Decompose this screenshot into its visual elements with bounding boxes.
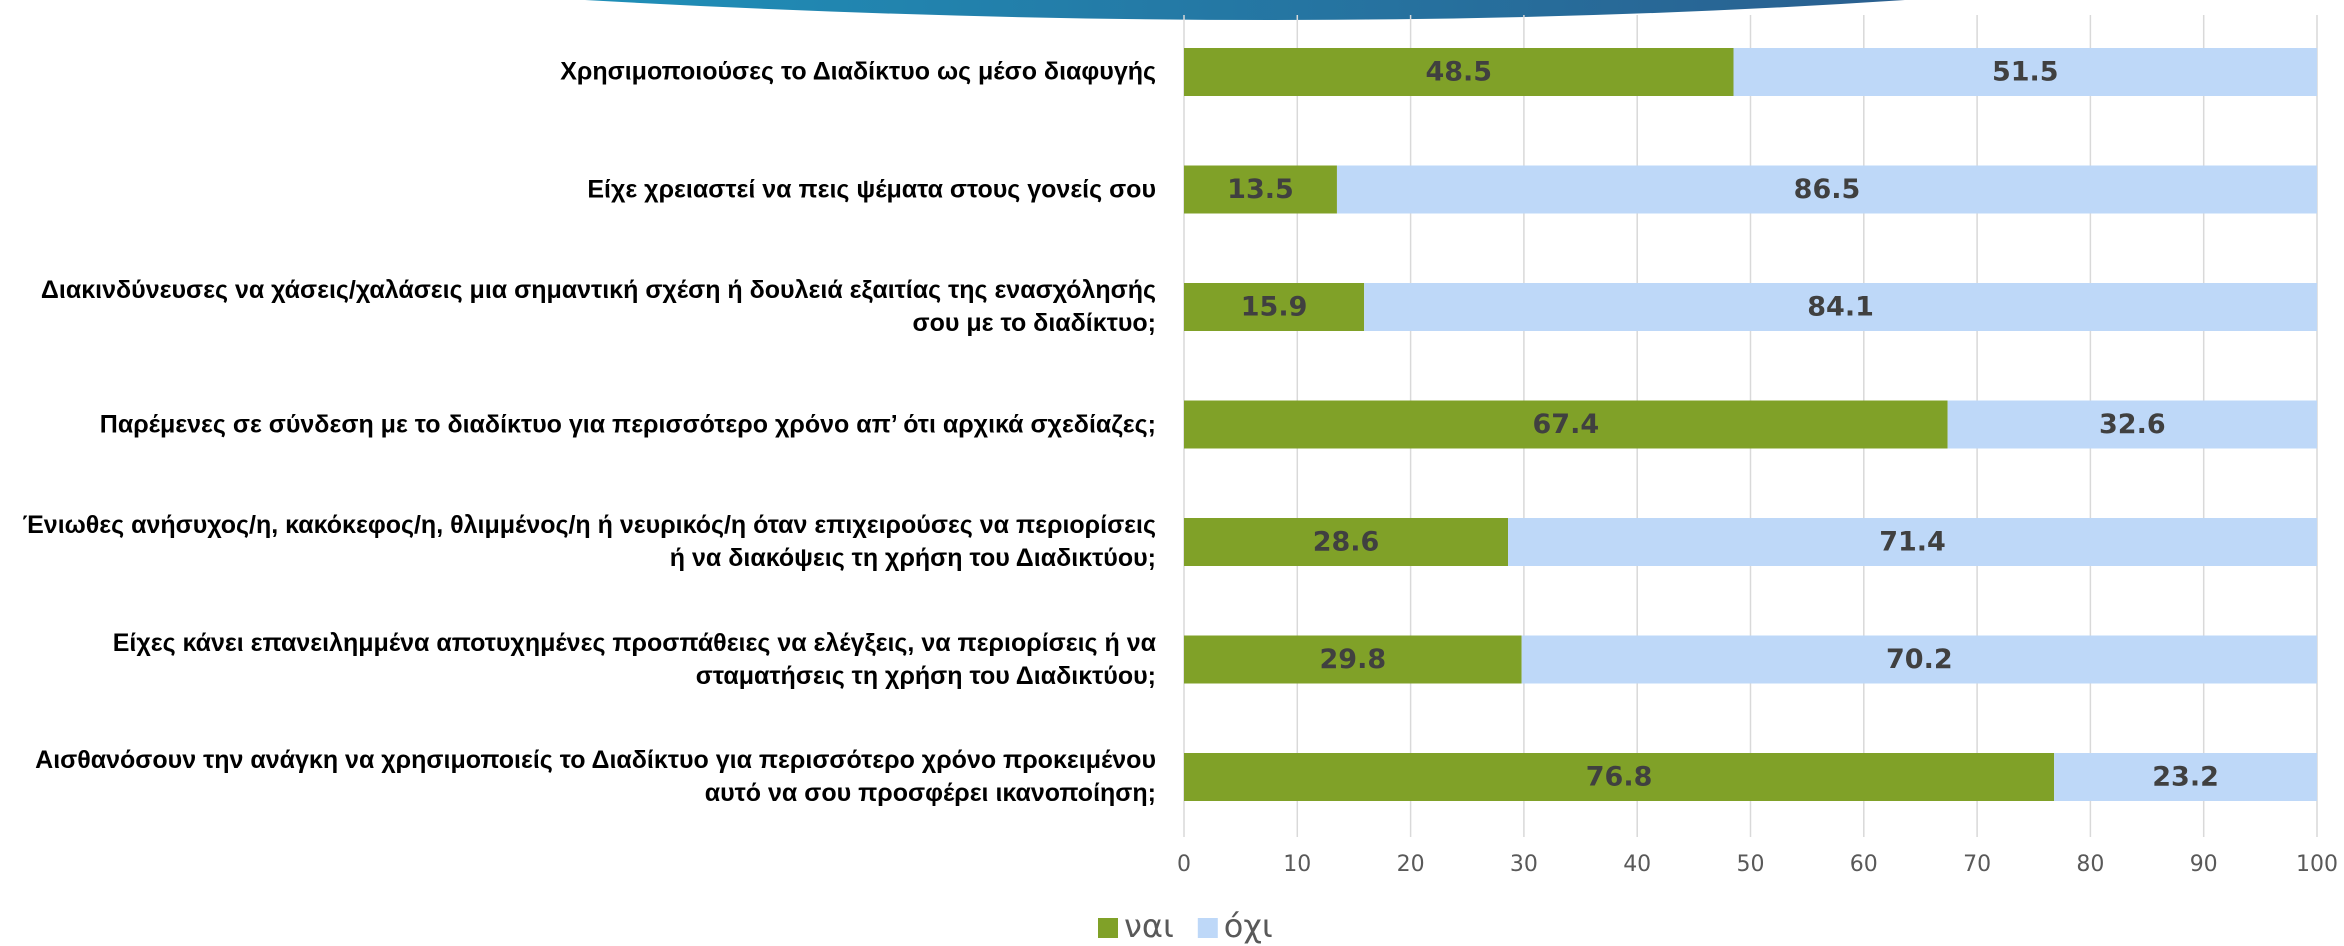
bar-segment <box>1184 48 1734 96</box>
value-label: 29.8 <box>1320 644 1387 675</box>
value-label: 70.2 <box>1886 644 1953 675</box>
bar-segment <box>2054 753 2317 801</box>
category-label: Αισθανόσουν την ανάγκη να χρησιμοποιείς … <box>35 746 1156 807</box>
bar-segment <box>1184 753 2055 801</box>
bar-segment <box>1364 283 2317 331</box>
value-label: 32.6 <box>2099 409 2166 440</box>
value-label: 15.9 <box>1241 292 1308 323</box>
category-label: Είχε χρειαστεί να πεις ψέματα στους γονε… <box>587 175 1156 203</box>
x-tick-label: 40 <box>1623 852 1651 877</box>
legend-swatch <box>1098 918 1118 938</box>
x-tick-label: 30 <box>1510 852 1538 877</box>
bar-segment <box>1184 165 1337 214</box>
legend-label: ναι <box>1124 907 1174 945</box>
bar-segment <box>1336 165 2317 214</box>
decor-arc <box>585 0 1905 20</box>
x-tick-label: 60 <box>1850 852 1878 877</box>
value-label: 48.5 <box>1425 57 1492 88</box>
value-label: 13.5 <box>1227 174 1294 205</box>
x-tick-label: 100 <box>2296 852 2338 877</box>
x-tick-label: 20 <box>1397 852 1425 877</box>
category-label: Είχες κάνει επανειλημμένα αποτυχημένες π… <box>112 628 1156 690</box>
value-label: 84.1 <box>1807 292 1874 323</box>
category-label: Χρησιμοποιούσες το Διαδίκτυο ως μέσο δια… <box>560 57 1156 86</box>
x-tick-label: 50 <box>1737 852 1765 877</box>
value-label: 71.4 <box>1879 527 1946 558</box>
value-label: 28.6 <box>1313 527 1380 558</box>
value-label: 51.5 <box>1992 57 2059 88</box>
value-label: 67.4 <box>1533 409 1600 440</box>
value-label: 86.5 <box>1794 174 1861 205</box>
x-tick-label: 70 <box>1963 852 1991 877</box>
legend-swatch <box>1197 918 1218 938</box>
x-tick-label: 10 <box>1283 852 1311 877</box>
legend-label: όχι <box>1224 907 1273 945</box>
category-label: Παρέμενες σε σύνδεση με το διαδίκτυο για… <box>99 410 1156 438</box>
category-label: Διακινδύνευσες να χάσεις/χαλάσεις μια ση… <box>40 276 1156 337</box>
bar-segment <box>1947 400 2317 449</box>
bar-segment <box>1733 48 2317 96</box>
category-label: Ένιωθες ανήσυχος/η, κακόκεφος/η, θλιμμέν… <box>22 511 1156 572</box>
x-tick-label: 80 <box>2076 852 2104 877</box>
bar-segment <box>1184 400 1948 449</box>
bar-segment <box>1184 635 1522 684</box>
bar-segment <box>1184 518 1509 566</box>
bar-segment <box>1508 518 2317 566</box>
value-label: 76.8 <box>1586 762 1653 793</box>
bar-segment <box>1521 635 2317 684</box>
x-tick-label: 90 <box>2190 852 2218 877</box>
x-tick-label: 0 <box>1177 852 1191 877</box>
bar-segment <box>1184 283 1365 331</box>
value-label: 23.2 <box>2152 762 2219 793</box>
